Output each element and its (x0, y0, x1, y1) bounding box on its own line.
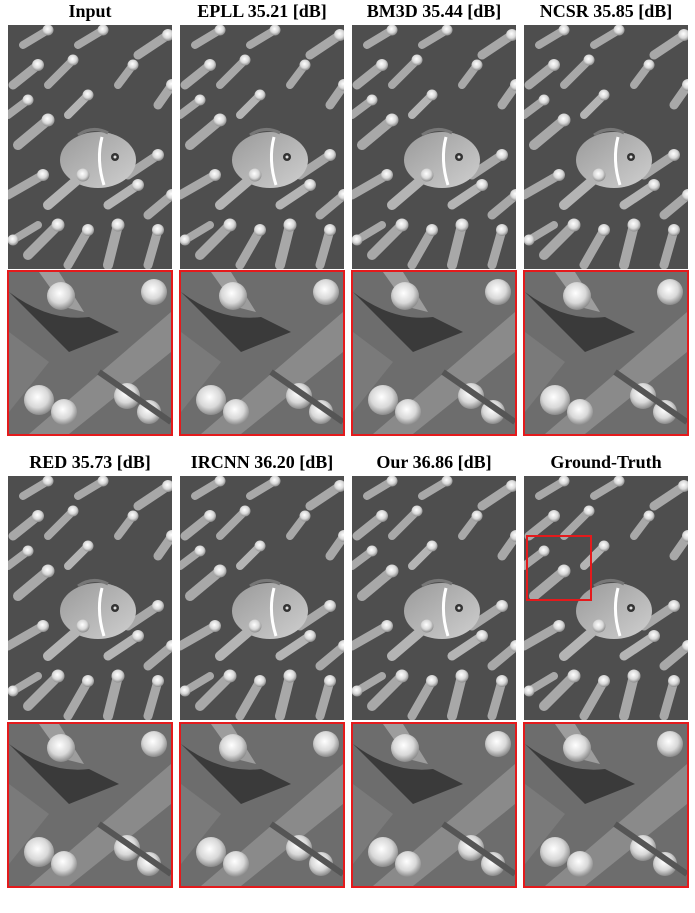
image-ground-truth (524, 476, 688, 720)
roi-marker (526, 535, 592, 601)
zoom-crop-input (7, 270, 173, 436)
panel-title-red: RED 35.73 [dB] (29, 452, 151, 472)
image-input (8, 25, 172, 269)
image-bm3d (352, 25, 516, 269)
panel-title-bm3d: BM3D 35.44 [dB] (366, 1, 502, 21)
zoom-crop-bm3d (351, 270, 517, 436)
zoom-crop-ground-truth (523, 722, 689, 888)
zoom-crop-ncsr (523, 270, 689, 436)
image-ircnn (180, 476, 344, 720)
zoom-crop-ours (351, 722, 517, 888)
panel-title-ircnn: IRCNN 36.20 [dB] (190, 452, 334, 472)
zoom-crop-epll (179, 270, 345, 436)
image-ncsr (524, 25, 688, 269)
zoom-crop-red (7, 722, 173, 888)
panel-title-ncsr: NCSR 35.85 [dB] (539, 1, 673, 21)
panel-title-input: Input (68, 1, 112, 21)
zoom-crop-ircnn (179, 722, 345, 888)
panel-title-ground-truth: Ground-Truth (550, 452, 662, 472)
panel-title-ours: Our 36.86 [dB] (376, 452, 492, 472)
image-red (8, 476, 172, 720)
panel-title-epll: EPLL 35.21 [dB] (197, 1, 327, 21)
image-ours (352, 476, 516, 720)
image-epll (180, 25, 344, 269)
